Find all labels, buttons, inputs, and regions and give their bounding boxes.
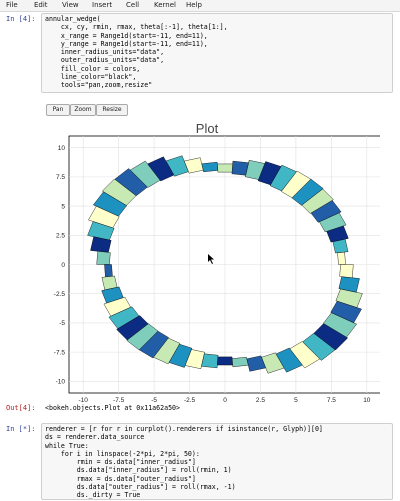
- annular-wedge: [88, 205, 120, 229]
- plot-title: Plot: [196, 121, 219, 136]
- y-tick-label: 0: [61, 262, 65, 269]
- y-tick-label: -2.5: [54, 291, 66, 298]
- menu-kernel[interactable]: Kernel: [154, 1, 176, 9]
- y-tick-label: 2.5: [56, 233, 65, 240]
- menu-view[interactable]: View: [62, 1, 79, 9]
- annular-wedge: [104, 264, 113, 278]
- annular-wedge-plot[interactable]: Plot -10 -7.5 -5 -2.5 0 2.5 5 7.5 10 107.552.50-…: [40, 116, 380, 402]
- annular-wedge: [184, 349, 205, 370]
- y-tick-label: 7.5: [56, 174, 65, 181]
- x-tick-label: 5: [294, 397, 298, 402]
- annular-wedge: [231, 160, 249, 176]
- annular-wedge: [217, 163, 233, 173]
- annular-wedge: [138, 330, 169, 359]
- annular-wedge: [217, 356, 233, 366]
- output-text: <bokeh.objects.Plot at 0x11a62a50>: [45, 404, 180, 412]
- code-cell-1[interactable]: annular_wedge( cx, cy, rmin, rmax, theta…: [41, 13, 393, 93]
- annular-wedge: [90, 236, 112, 253]
- x-tick-label: 10: [363, 397, 371, 402]
- cell2-code[interactable]: renderer = [r for r in curplot().rendere…: [45, 425, 323, 500]
- annular-wedge: [269, 164, 297, 192]
- y-tick-label: -5: [59, 320, 65, 327]
- annular-wedge: [201, 161, 219, 173]
- menu-file[interactable]: File: [6, 1, 18, 9]
- annular-wedge: [168, 343, 193, 368]
- annular-wedge: [93, 191, 127, 217]
- y-tick-label: -10: [56, 379, 66, 386]
- annular-wedge: [335, 288, 363, 308]
- y-tick-label: 5: [61, 203, 65, 210]
- annular-wedge: [339, 264, 354, 278]
- y-tick-label: -7.5: [54, 349, 66, 356]
- pan-button[interactable]: Pan: [46, 104, 70, 116]
- menu-insert[interactable]: Insert: [92, 1, 113, 9]
- grid: [69, 136, 380, 393]
- x-tick-label: -7.5: [113, 397, 125, 402]
- cell1-prompt: In [4]:: [6, 15, 36, 23]
- menu-bar: File Edit View Insert Cell Kernel Help: [0, 0, 400, 12]
- y-tick-label: 10: [58, 145, 66, 152]
- x-tick-label: 0: [223, 397, 227, 402]
- output-prompt: Out[4]:: [6, 404, 36, 412]
- annular-wedge: [323, 312, 357, 338]
- annular-wedge: [245, 159, 266, 180]
- menu-edit[interactable]: Edit: [34, 1, 48, 9]
- cell2-prompt: In [*]:: [6, 425, 36, 433]
- zoom-button[interactable]: Zoom: [70, 104, 96, 116]
- x-tick-label: 7.5: [327, 397, 336, 402]
- annular-wedge: [330, 300, 362, 324]
- x-tick-label: -5: [151, 397, 157, 402]
- x-tick-label: -10: [78, 397, 88, 402]
- annular-wedge: [201, 353, 219, 369]
- annular-wedge: [153, 337, 181, 365]
- cursor-icon: [208, 254, 214, 264]
- y-axis: 10 7.5 5 2.5 0 -2.5 -5 -7.5 -10: [54, 145, 66, 386]
- resize-button[interactable]: Resize: [96, 104, 128, 116]
- annular-wedge: [313, 323, 349, 351]
- code-cell-2[interactable]: renderer = [r for r in curplot().rendere…: [41, 423, 393, 500]
- annular-wedge: [338, 276, 360, 293]
- x-tick-label: -2.5: [184, 397, 196, 402]
- annular-wedge: [96, 251, 111, 265]
- annular-wedge: [87, 221, 115, 241]
- annular-wedge: [281, 170, 312, 199]
- menu-help[interactable]: Help: [186, 1, 202, 9]
- annular-wedge: [257, 161, 282, 186]
- wedges: [87, 155, 363, 374]
- menu-cell[interactable]: Cell: [126, 1, 140, 9]
- cell1-code[interactable]: annular_wedge( cx, cy, rmin, rmax, theta…: [45, 15, 228, 90]
- annular-wedge: [231, 356, 249, 368]
- annular-wedge: [337, 251, 346, 265]
- x-tick-label: 2.5: [256, 397, 265, 402]
- annular-wedge: [101, 178, 137, 206]
- x-axis: -10 -7.5 -5 -2.5 0 2.5 5 7.5 10: [78, 397, 370, 402]
